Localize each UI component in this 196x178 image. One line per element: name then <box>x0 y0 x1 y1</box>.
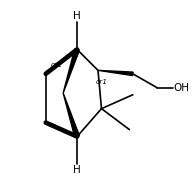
Polygon shape <box>63 93 79 137</box>
Text: H: H <box>73 165 81 175</box>
Polygon shape <box>98 70 133 76</box>
Polygon shape <box>63 49 79 93</box>
Text: or1: or1 <box>50 62 62 68</box>
Text: OH: OH <box>174 83 190 93</box>
Text: H: H <box>73 11 81 21</box>
Text: or1: or1 <box>95 79 107 85</box>
